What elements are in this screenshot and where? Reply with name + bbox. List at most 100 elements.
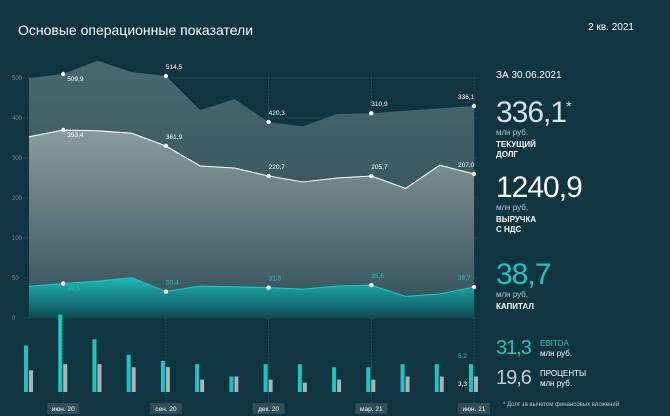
footnote: * Долг за вычетом финансовых вложений [503,402,620,408]
capital-unit: млн руб. [496,290,529,299]
ebitda-unit: млн руб. [540,348,573,358]
interest-bar [439,376,444,392]
capital-area [29,277,474,318]
x-tick-box [458,403,490,414]
period-label: 2 кв. 2021 [588,22,634,33]
capital-value: 38,7 [496,258,551,291]
debt-data-label: 420,3 [269,110,286,117]
revenue-line [28,129,475,190]
interest-bar [302,382,307,392]
debt-unit: млн руб. [496,128,529,137]
interest-bar [131,367,136,392]
y-tick-label: 300 [12,156,23,162]
ebitda-bar [434,364,439,392]
capital-point [471,284,477,290]
capital-line [28,277,475,297]
ebitda-bar [366,367,371,392]
x-tick-box [355,403,388,414]
capital-point [163,289,169,294]
ebitda-bar [332,367,337,392]
revenue-point [266,173,271,179]
interest-bar [200,379,205,392]
y-tick-label: 50 [12,276,19,282]
revenue-label-2: С НДС [496,225,522,234]
revenue-point [61,127,66,133]
capital-data-label: 39,5 [67,286,80,293]
debt-point [61,71,66,77]
ebitda-bar [58,314,63,392]
kpi-ebitda: 31,3 EBITDA млн руб. [496,338,572,358]
capital-label: КАПИТАЛ [496,302,534,311]
interest-bar [268,379,273,392]
interest-bar [234,376,239,392]
x-tick-label: дек. 20 [258,406,279,413]
ebitda-bar [400,364,405,392]
capital-data-label: 38,7 [458,275,471,282]
ebitda-bar [297,364,302,392]
page-title: Основые операционные показатели [18,22,254,38]
debt-footnote-mark: * [566,98,572,114]
debt-data-label: 509,9 [67,76,84,83]
x-tick-box [47,403,80,414]
interest-unit: млн руб. [540,378,573,388]
interest-bar [29,370,33,392]
ebitda-last-label: 5,2 [458,353,467,360]
ebitda-bar [469,364,473,392]
capital-data-label: 31,0 [269,276,282,283]
interest-bar [63,364,68,392]
capital-data-label: 50,4 [166,280,179,287]
ebitda-bar [229,376,234,392]
debt-data-label: 514,5 [166,64,183,71]
interest-bar [474,376,478,392]
debt-data-label: 336,1 [458,94,475,101]
debt-point [266,119,271,125]
revenue-data-label: 220,7 [269,164,286,171]
revenue-data-label: 353,4 [67,132,84,139]
interest-last-label: 3,3 [458,381,467,388]
ebitda-value: 31,3 [496,337,532,359]
capital-point [369,283,374,288]
revenue-point [163,143,169,149]
debt-data-label: 310,9 [371,101,388,108]
revenue-unit: млн руб. [496,203,529,212]
as-of-date: ЗА 30.06.2021 [496,70,562,81]
revenue-point [369,173,374,179]
debt-label-2: ДОЛГ [496,150,518,159]
x-tick-label: июн. 21 [463,406,486,413]
interest-value: 19,6 [496,367,532,389]
ebitda-bar [195,364,200,392]
interest-bar [371,379,376,392]
kpi-debt: 336,1* млн руб. ТЕКУЩИЙ ДОЛГ [496,98,572,160]
interest-bar [405,376,410,392]
debt-point [471,103,477,109]
capital-point [266,285,271,290]
ebitda-bar [160,361,165,392]
interest-bar [165,367,170,392]
interest-bar [97,364,102,392]
revenue-label-1: ВЫРУЧКА [496,215,537,224]
x-tick-label: июн. 20 [52,406,75,413]
debt-label-1: ТЕКУЩИЙ [496,140,536,149]
ebitda-bar [263,364,268,392]
y-tick-label: 0 [12,316,16,322]
capital-point [61,281,66,286]
revenue-value: 1240,9 [496,171,583,204]
y-tick-label: 200 [12,196,23,202]
y-tick-label: 400 [12,116,23,122]
kpi-capital: 38,7 млн руб. КАПИТАЛ [496,258,551,312]
kpi-revenue: 1240,9 млн руб. ВЫРУЧКА С НДС [496,171,583,235]
debt-value: 336,1 [496,96,567,129]
kpi-interest: 19,6 ПРОЦЕНТЫ млн руб. [496,368,586,388]
ebitda-label: EBITDA [540,338,569,348]
debt-point [163,73,169,79]
interest-label: ПРОЦЕНТЫ [540,368,587,378]
capital-data-label: 35,6 [371,273,384,280]
ebitda-bar [92,339,97,392]
ebitda-bar [126,354,131,392]
revenue-data-label: 361,9 [166,134,183,141]
ebitda-bar [24,345,28,392]
x-tick-box [149,403,182,414]
revenue-point [471,171,477,177]
